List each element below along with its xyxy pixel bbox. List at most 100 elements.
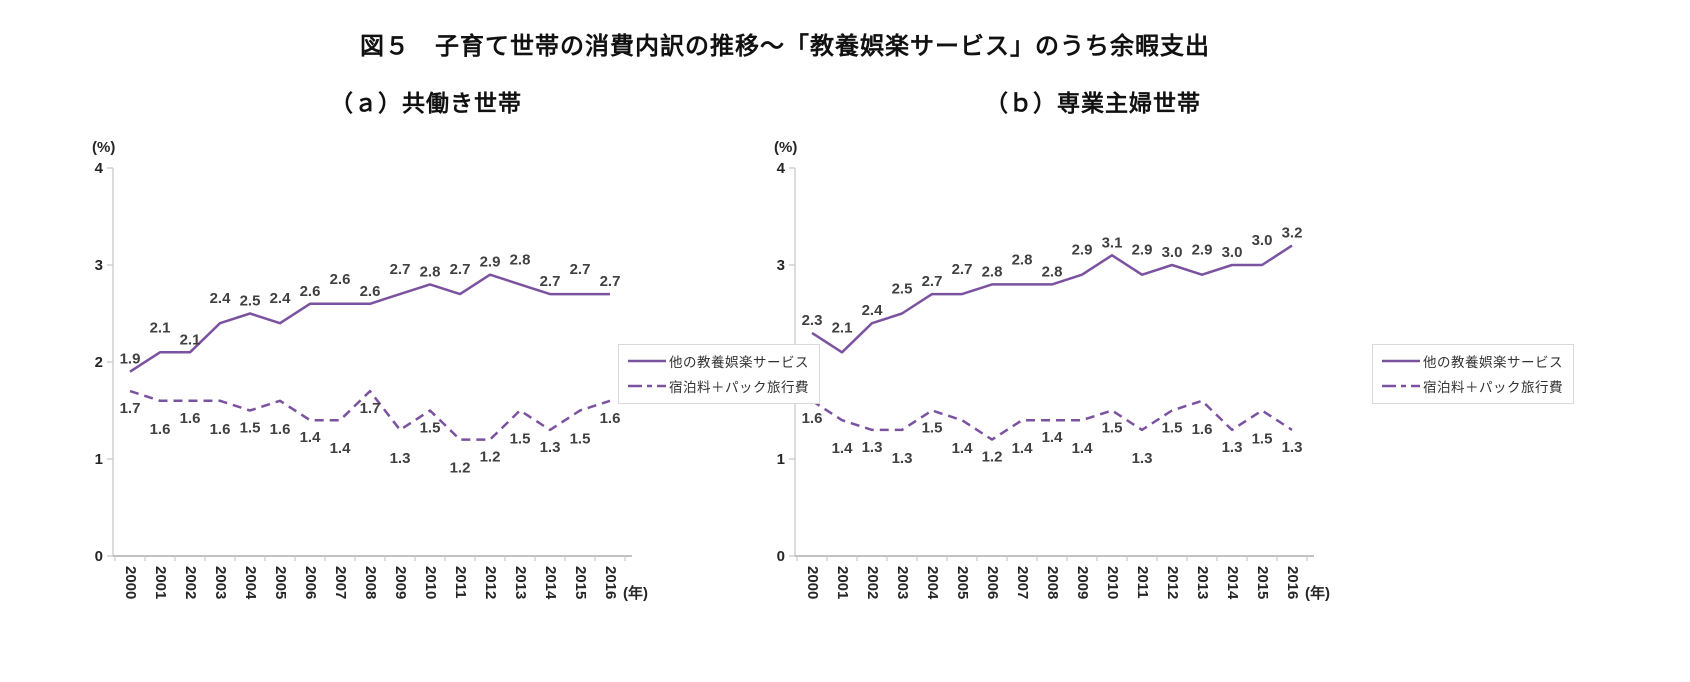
legend-item-lodging-travel: 宿泊料＋パック旅行費 (1381, 376, 1563, 396)
data-label: 2.3 (802, 312, 823, 329)
data-label: 1.4 (1042, 429, 1064, 446)
y-tick-label: 0 (777, 548, 785, 565)
legend-label: 宿泊料＋パック旅行費 (1423, 380, 1563, 395)
x-tick-label: 2011 (452, 566, 469, 599)
y-tick-label: 1 (95, 451, 103, 468)
data-label: 2.4 (862, 302, 884, 319)
data-label: 1.5 (1162, 420, 1183, 437)
x-tick-label: 2003 (212, 566, 229, 599)
data-label: 2.7 (540, 273, 561, 290)
year-axis-label: (年) (1305, 584, 1330, 602)
data-label: 2.1 (832, 319, 853, 336)
x-tick-label: 2013 (512, 566, 529, 599)
legend-item-other-services: 他の教養娯楽サービス (627, 351, 809, 371)
y-tick-label: 4 (95, 160, 104, 177)
data-label: 2.8 (420, 263, 441, 280)
x-tick-label: 2010 (1104, 566, 1121, 599)
x-tick-label: 2015 (1254, 566, 1271, 599)
legend-item-other-services: 他の教養娯楽サービス (1381, 351, 1563, 371)
x-tick-label: 2004 (242, 566, 259, 600)
data-label: 1.4 (1012, 440, 1034, 457)
data-label: 1.3 (540, 439, 561, 456)
x-tick-label: 2014 (1224, 566, 1241, 600)
y-tick-label: 3 (777, 257, 785, 274)
data-label: 1.6 (802, 410, 823, 427)
data-label: 1.5 (570, 431, 591, 448)
legend-item-lodging-travel: 宿泊料＋パック旅行費 (627, 376, 809, 396)
chart-a-subtitle: （ａ）共働き世帯 (330, 91, 522, 116)
data-label: 2.4 (270, 290, 292, 307)
legend-line-solid-icon (1382, 359, 1420, 363)
data-label: 1.2 (982, 449, 1003, 466)
data-label: 2.7 (600, 273, 621, 290)
legend-label: 宿泊料＋パック旅行費 (669, 380, 809, 395)
data-label: 2.6 (330, 271, 351, 288)
data-label: 1.3 (862, 439, 883, 456)
x-tick-label: 2008 (362, 566, 379, 599)
data-label: 1.6 (600, 410, 621, 427)
series-line-solid (811, 244, 1293, 354)
data-label: 1.3 (1132, 450, 1153, 467)
data-label: 2.8 (1042, 263, 1063, 280)
x-tick-label: 2001 (152, 566, 169, 599)
x-tick-label: 2000 (122, 566, 139, 599)
data-label: 2.5 (240, 293, 261, 310)
legend-box: 他の教養娯楽サービス 宿泊料＋パック旅行費 (618, 344, 820, 404)
x-tick-label: 2002 (182, 566, 199, 599)
data-label: 2.6 (300, 283, 321, 300)
series-line-solid (129, 273, 610, 373)
data-label: 1.5 (1252, 431, 1273, 448)
x-tick-label: 2006 (302, 566, 319, 599)
data-label: 2.9 (1072, 242, 1093, 259)
x-tick-label: 2008 (1044, 566, 1061, 599)
data-label: 1.3 (390, 450, 411, 467)
chart-b-subtitle: （ｂ）専業主婦世帯 (985, 91, 1201, 116)
legend-label: 他の教養娯楽サービス (1423, 355, 1563, 370)
x-tick-label: 2001 (834, 566, 851, 599)
legend-line-dashed-icon (628, 384, 666, 388)
data-label: 1.6 (1192, 421, 1213, 438)
data-label: 1.6 (210, 421, 231, 438)
data-label: 3.0 (1162, 244, 1183, 261)
data-label: 3.0 (1252, 232, 1273, 249)
x-tick-label: 2000 (804, 566, 821, 599)
legend-line-dashed-icon (1382, 384, 1420, 388)
data-label: 1.4 (832, 440, 854, 457)
x-tick-label: 2009 (392, 566, 409, 599)
page-title: 図５ 子育て世帯の消費内訳の推移～「教養娯楽サービス」のうち余暇支出 (360, 34, 1210, 60)
data-label: 1.2 (480, 449, 501, 466)
y-tick-label: 3 (95, 257, 103, 274)
data-label: 1.2 (450, 460, 471, 477)
data-label: 1.5 (1102, 420, 1123, 437)
x-tick-label: 2012 (482, 566, 499, 599)
data-label: 1.5 (510, 431, 531, 448)
x-tick-label: 2016 (1284, 566, 1301, 599)
x-tick-label: 2016 (602, 566, 619, 599)
legend-box: 他の教養娯楽サービス 宿泊料＋パック旅行費 (1372, 344, 1574, 404)
data-label: 1.5 (922, 420, 943, 437)
percent-axis-label: (%) (774, 139, 797, 156)
y-tick-label: 0 (95, 548, 103, 565)
data-label: 1.5 (240, 420, 261, 437)
data-label: 2.7 (952, 261, 973, 278)
data-label: 3.2 (1282, 225, 1303, 242)
data-label: 1.3 (1222, 439, 1243, 456)
data-label: 2.5 (892, 281, 913, 298)
data-label: 1.7 (360, 400, 381, 417)
data-label: 2.1 (150, 319, 171, 336)
data-label: 1.4 (330, 440, 352, 457)
chart-a-canvas: (%) (年) 0 1 2 3 4 2000 2001 2002 2003 2004 2005 200… (92, 139, 648, 602)
data-label: 2.8 (510, 251, 531, 268)
data-label: 1.6 (270, 421, 291, 438)
data-label: 2.7 (570, 261, 591, 278)
legend-label: 他の教養娯楽サービス (669, 355, 809, 370)
x-tick-label: 2009 (1074, 566, 1091, 599)
data-label: 2.7 (390, 261, 411, 278)
data-label: 2.9 (480, 254, 501, 271)
x-tick-label: 2007 (1014, 566, 1031, 599)
x-tick-label: 2011 (1134, 566, 1151, 599)
data-label: 1.9 (120, 351, 141, 368)
data-label: 1.4 (952, 440, 974, 457)
data-label: 1.3 (892, 450, 913, 467)
data-label: 3.0 (1222, 244, 1243, 261)
